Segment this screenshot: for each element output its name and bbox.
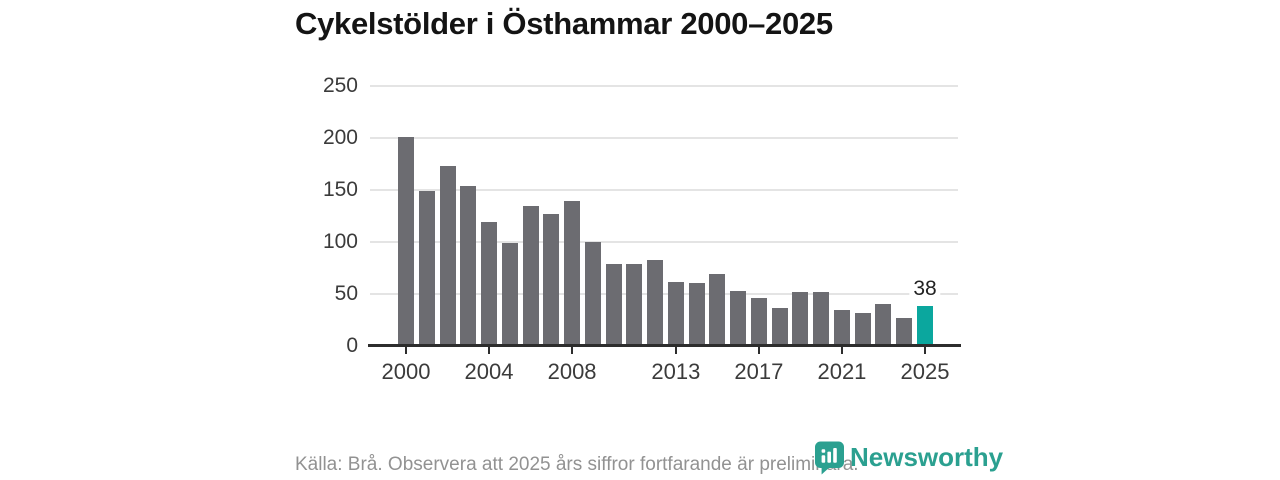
y-axis-label-250: 250 <box>322 74 358 97</box>
x-tick-2008 <box>571 347 574 354</box>
bar-2017 <box>750 298 767 346</box>
y-axis-label-100: 100 <box>322 230 358 253</box>
x-axis-label-2004: 2004 <box>464 359 514 384</box>
x-tick-2021 <box>840 347 843 354</box>
newsworthy-logo-icon <box>815 441 844 475</box>
bar-2014 <box>688 282 705 346</box>
x-tick-2025 <box>924 347 926 354</box>
bar-2004 <box>481 222 498 346</box>
x-tick-2017 <box>757 347 760 354</box>
y-axis-label-0: 0 <box>346 334 358 357</box>
bar-2006 <box>522 205 539 346</box>
bar-2008 <box>564 201 581 346</box>
bar-2019 <box>792 291 809 346</box>
bar-2020 <box>813 291 830 346</box>
bar-2009 <box>584 242 601 346</box>
x-tick-2013 <box>674 347 677 354</box>
y-axis-label-200: 200 <box>322 126 358 149</box>
gridline-150 <box>370 189 958 191</box>
bar-2002 <box>439 166 456 346</box>
source-note: Källa: Brå. Observera att 2025 års siffr… <box>295 454 859 475</box>
newsworthy-logo-text: Newsworthy <box>850 442 1004 472</box>
x-tick-2004 <box>488 347 491 354</box>
bar-2003 <box>460 185 477 346</box>
gridline-250 <box>370 85 958 87</box>
gridline-100 <box>370 241 958 243</box>
x-axis-line <box>368 344 961 347</box>
bar-2021 <box>833 309 850 346</box>
bar-2013 <box>667 281 684 346</box>
bar-2012 <box>647 259 664 346</box>
newsworthy-logo[interactable]: Newsworthy <box>814 441 1003 475</box>
gridline-200 <box>370 137 958 139</box>
bar-2000 <box>398 136 414 346</box>
x-axis-label-2008: 2008 <box>547 359 597 384</box>
bar-2016 <box>730 290 747 346</box>
x-axis-label-2000: 2000 <box>381 359 431 384</box>
x-axis-label-2013: 2013 <box>651 359 701 384</box>
bar-2018 <box>771 307 788 346</box>
bar-2015 <box>709 274 726 346</box>
y-axis-label-50: 50 <box>334 282 358 305</box>
bar-2025 <box>917 306 933 346</box>
bar-2022 <box>854 312 871 346</box>
bar-2001 <box>418 191 435 346</box>
chart-title: Cykelstölder i Östhammar 2000–2025 <box>295 6 833 41</box>
x-axis-label-2021: 2021 <box>817 359 867 384</box>
x-axis-label-2025: 2025 <box>900 359 950 384</box>
bar-2023 <box>875 304 892 346</box>
bar-2024 <box>896 317 913 346</box>
bar-2007 <box>543 213 560 346</box>
bar-2010 <box>605 263 622 346</box>
x-tick-2000 <box>405 347 407 354</box>
bar-series <box>398 86 933 346</box>
plot-area <box>370 85 958 346</box>
x-axis-label-2017: 2017 <box>734 359 784 384</box>
y-axis-label-150: 150 <box>322 178 358 201</box>
bar-2005 <box>501 243 518 346</box>
gridline-50 <box>370 293 958 295</box>
bar-2011 <box>626 263 643 346</box>
bar-value-label: 38 <box>909 276 941 302</box>
